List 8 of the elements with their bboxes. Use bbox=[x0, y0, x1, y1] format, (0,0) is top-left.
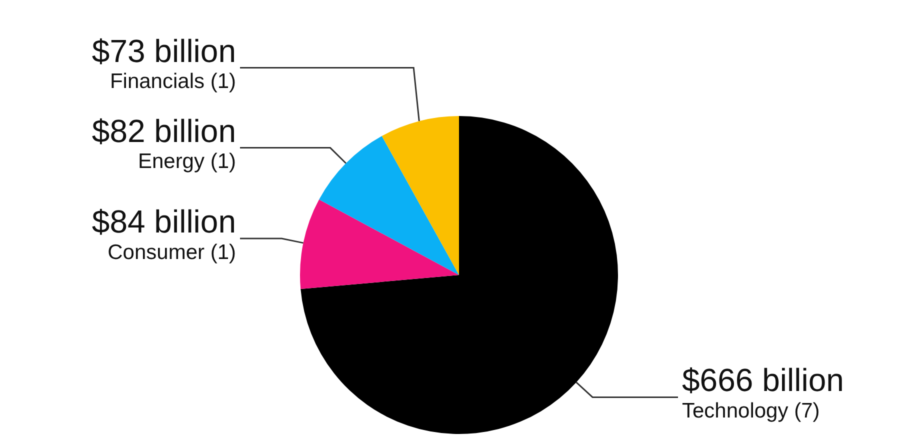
slice-label: Energy (1) bbox=[138, 150, 236, 174]
slice-label: Technology (7) bbox=[682, 399, 820, 422]
data-label: $84 billion bbox=[92, 203, 236, 240]
slice-label: Financials (1) bbox=[110, 70, 236, 94]
data-label: $666 billion bbox=[682, 362, 844, 398]
data-label: $82 billion bbox=[92, 112, 236, 149]
slice-label: Consumer (1) bbox=[108, 240, 236, 264]
data-label: $73 billion bbox=[92, 32, 236, 69]
